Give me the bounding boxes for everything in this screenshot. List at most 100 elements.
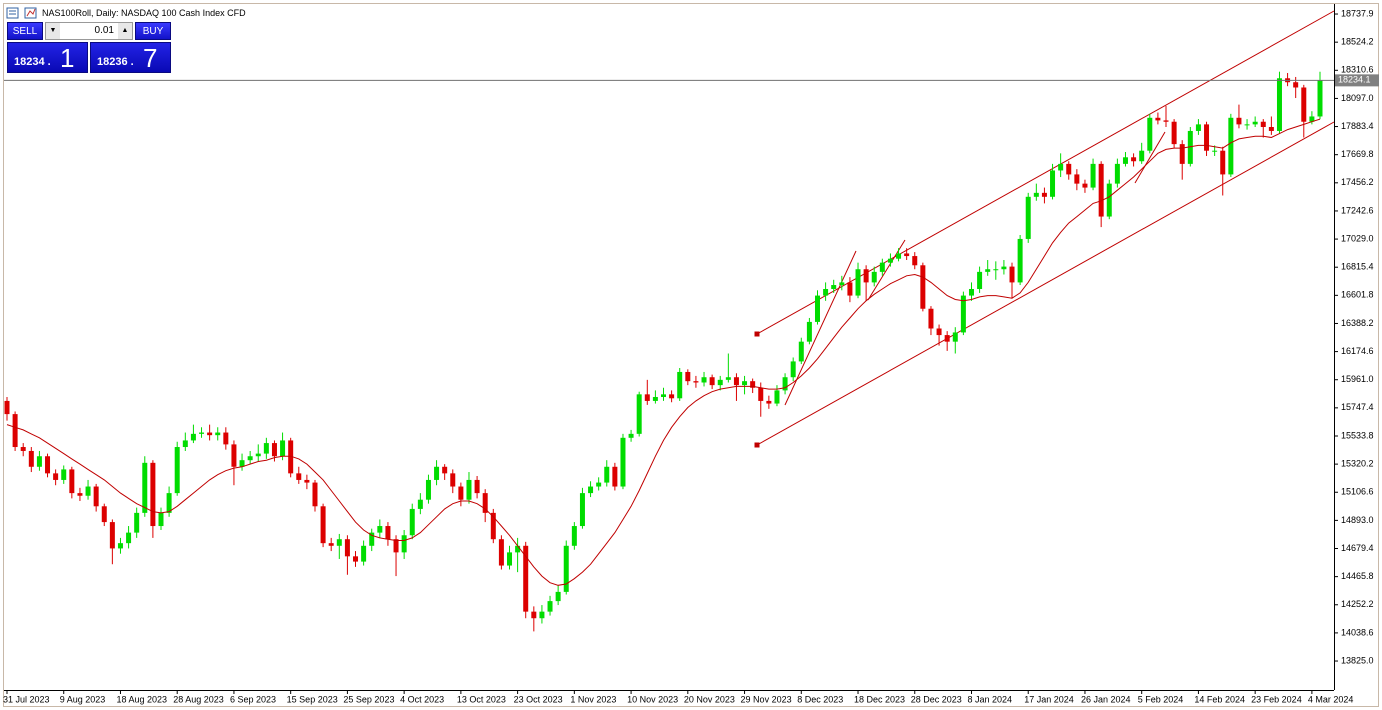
candle-body	[377, 526, 383, 533]
candle-body	[182, 440, 188, 448]
candle-body	[271, 443, 277, 457]
candle-body	[1114, 163, 1120, 184]
candle-body	[45, 456, 51, 474]
candle-body	[223, 432, 229, 445]
x-tick-label: 23 Feb 2024	[1251, 694, 1302, 704]
x-tick-label: 8 Jan 2024	[967, 694, 1012, 704]
candle-body	[1204, 124, 1210, 151]
candle-body	[628, 433, 634, 438]
candle-body	[604, 466, 610, 483]
candle-body	[920, 265, 926, 309]
y-tick-label: 17029.0	[1341, 233, 1374, 243]
candle-body	[644, 394, 650, 401]
candle-body	[20, 447, 26, 451]
candle-body	[1122, 157, 1128, 164]
candle-body	[434, 466, 440, 480]
candle-body	[450, 473, 456, 487]
candle-body	[952, 332, 958, 342]
x-tick-label: 25 Sep 2023	[343, 694, 394, 704]
candle-body	[69, 469, 75, 494]
candle-body	[507, 552, 513, 566]
candle-body	[1082, 183, 1088, 188]
x-tick-label: 18 Dec 2023	[854, 694, 905, 704]
x-tick-label: 10 Nov 2023	[627, 694, 678, 704]
lot-down[interactable]: ▼	[46, 23, 60, 39]
candle-body	[255, 453, 261, 457]
candle-body	[774, 390, 780, 404]
candle-body	[1066, 163, 1072, 175]
candle-body	[782, 377, 788, 391]
y-tick-label: 18524.2	[1341, 37, 1374, 47]
channel	[754, 10, 1335, 448]
candle-body	[117, 543, 123, 549]
x-tick-label: 28 Dec 2023	[911, 694, 962, 704]
candle-body	[871, 271, 877, 283]
lot-up[interactable]: ▲	[118, 23, 132, 39]
candle-body	[336, 539, 342, 546]
candle-body	[417, 499, 423, 509]
y-tick-label: 15961.0	[1341, 374, 1374, 384]
candle-body	[247, 456, 253, 461]
candle-body	[474, 479, 480, 494]
buy-button[interactable]: BUY	[135, 22, 171, 40]
buy-price[interactable]: 18236 . 7	[90, 42, 171, 73]
x-tick-label: 6 Sep 2023	[230, 694, 276, 704]
candle-body	[677, 371, 683, 399]
candle-body	[709, 377, 715, 386]
candle-body	[652, 396, 658, 401]
candle-body	[912, 256, 918, 266]
candle-body	[798, 341, 804, 362]
frame	[3, 3, 1379, 707]
candle-body	[847, 282, 853, 296]
y-tick-label: 15747.4	[1341, 402, 1374, 412]
candle-body	[701, 377, 707, 383]
candle-body	[1187, 130, 1193, 164]
x-tick-label: 31 Jul 2023	[3, 694, 50, 704]
y-tick-label: 16174.6	[1341, 346, 1374, 356]
lot-input[interactable]: ▼ 0.01 ▲	[45, 22, 133, 40]
candle-body	[936, 328, 942, 336]
candle-body	[758, 387, 764, 401]
x-tick-label: 5 Feb 2024	[1138, 694, 1184, 704]
candle-body	[555, 591, 561, 602]
candle-body	[1244, 124, 1250, 126]
candle-body	[458, 486, 464, 500]
candle-body	[839, 282, 845, 286]
candle-body	[1139, 150, 1145, 162]
candle-body	[620, 437, 626, 487]
candle-body	[1074, 174, 1080, 184]
candle-body	[12, 414, 18, 448]
candle-body	[158, 512, 164, 527]
candle-body	[742, 381, 748, 386]
candle-body	[1195, 124, 1201, 131]
candle-body	[93, 486, 99, 507]
candle-body	[385, 526, 391, 540]
buy-price-main: 18236 .	[97, 56, 134, 68]
sell-button[interactable]: SELL	[7, 22, 43, 40]
title-icons	[6, 7, 37, 19]
candle-body	[563, 545, 569, 592]
x-tick-label: 15 Sep 2023	[287, 694, 338, 704]
x-tick-label: 23 Oct 2023	[514, 694, 563, 704]
candle-body	[806, 321, 812, 342]
y-tick-label: 14252.2	[1341, 599, 1374, 609]
candle-body	[328, 543, 334, 546]
y-tick-label: 15106.6	[1341, 487, 1374, 497]
candle-body	[993, 269, 999, 271]
sell-price-digit: 1	[60, 43, 75, 73]
lot-value: 0.01	[94, 25, 114, 36]
candle-body	[1009, 266, 1015, 283]
candle-body	[126, 532, 132, 544]
candle-body	[4, 400, 10, 415]
candle-body	[879, 262, 885, 272]
sell-price[interactable]: 18234 . 1	[7, 42, 88, 73]
candle-body	[1090, 163, 1096, 188]
moving-average	[6, 118, 1321, 586]
y-tick-label: 15533.8	[1341, 430, 1374, 440]
candle-body	[239, 460, 245, 467]
candle-body	[174, 447, 180, 494]
candle-body	[1163, 120, 1169, 122]
candle-body	[166, 493, 172, 513]
